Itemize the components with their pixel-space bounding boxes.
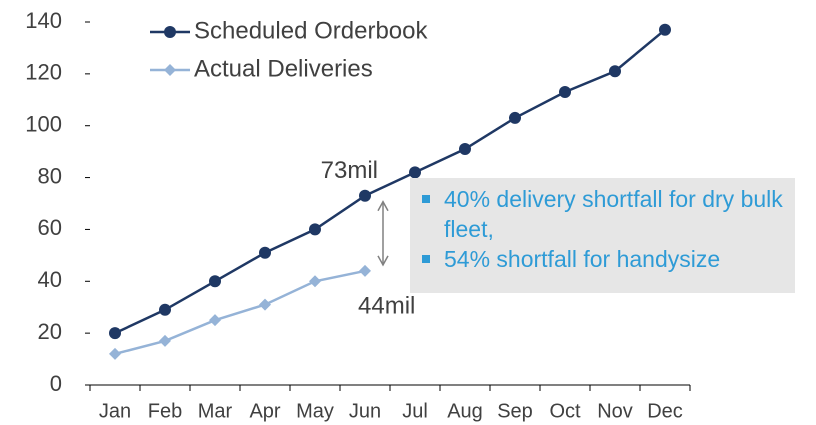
x-tick-label: Apr xyxy=(249,400,280,422)
note: 54% shortfall for handysize xyxy=(422,244,787,274)
x-tick-label: Sep xyxy=(497,400,533,422)
marker xyxy=(209,314,221,327)
y-tick-label: 120 xyxy=(25,60,62,85)
y-tick-label: 20 xyxy=(38,319,62,344)
marker xyxy=(309,275,321,288)
arrow-head xyxy=(377,255,389,267)
x-tick-label: May xyxy=(296,400,334,422)
marker xyxy=(659,23,671,36)
marker xyxy=(209,275,221,288)
marker xyxy=(159,303,171,316)
legend-label: Actual Deliveries xyxy=(194,55,373,82)
note: 40% delivery shortfall for dry bulk flee… xyxy=(422,184,787,244)
x-tick-label: Oct xyxy=(549,400,581,422)
y-tick-label: 140 xyxy=(25,8,62,33)
note-list: 40% delivery shortfall for dry bulk flee… xyxy=(418,184,787,274)
marker xyxy=(259,298,271,311)
x-tick-label: Jun xyxy=(349,400,381,422)
legend-marker xyxy=(164,26,176,38)
annotation: 73mil xyxy=(321,157,378,184)
annotation: 44mil xyxy=(358,292,415,319)
arrow-head xyxy=(377,200,389,212)
marker xyxy=(259,246,271,259)
x-tick-label: Aug xyxy=(447,400,483,422)
x-tick-label: Feb xyxy=(148,400,182,422)
note-box: 40% delivery shortfall for dry bulk flee… xyxy=(410,178,795,293)
x-tick-label: Dec xyxy=(647,400,683,422)
x-tick-label: Mar xyxy=(198,400,233,422)
y-tick-label: 40 xyxy=(38,267,62,292)
series-line xyxy=(114,28,666,335)
legend-label: Scheduled Orderbook xyxy=(194,17,428,44)
y-tick-label: 100 xyxy=(25,112,62,137)
marker xyxy=(609,65,621,78)
marker xyxy=(409,166,421,179)
x-tick-label: Nov xyxy=(597,400,633,422)
y-tick-label: 80 xyxy=(38,163,62,188)
x-tick-label: Jan xyxy=(99,400,131,422)
marker xyxy=(509,111,521,124)
x-tick-label: Jul xyxy=(402,400,428,422)
marker xyxy=(459,143,471,156)
legend-marker xyxy=(164,64,176,76)
marker xyxy=(109,347,121,360)
marker xyxy=(359,189,371,202)
marker xyxy=(559,86,571,99)
marker xyxy=(309,223,321,236)
marker xyxy=(159,334,171,347)
series-line xyxy=(114,269,366,356)
marker xyxy=(109,327,121,340)
y-tick-label: 0 xyxy=(50,371,62,396)
marker xyxy=(359,264,371,277)
y-tick-label: 60 xyxy=(38,215,62,240)
